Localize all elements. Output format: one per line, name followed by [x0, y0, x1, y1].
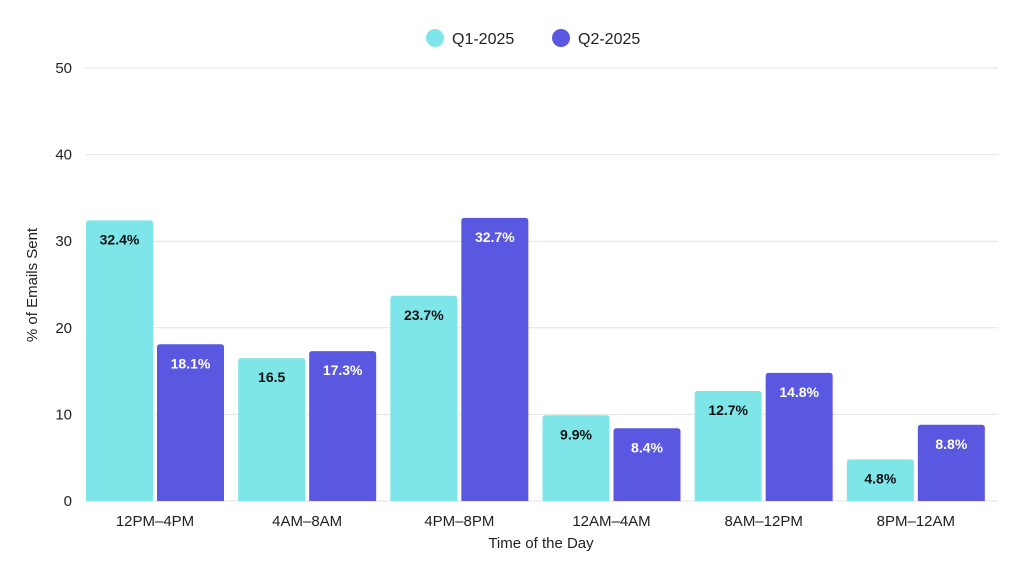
y-axis-title: % of Emails Sent [24, 227, 41, 342]
gridlines [85, 67, 998, 502]
legend-swatch [552, 29, 570, 47]
data-label: 32.7% [475, 229, 515, 245]
legend-swatch [426, 29, 444, 47]
x-tick-label: 8AM–12PM [724, 513, 802, 530]
bar-q2 [917, 424, 985, 501]
bar-q1 [238, 358, 306, 501]
bar-q1 [390, 295, 458, 501]
x-tick-label: 8PM–12AM [877, 513, 955, 530]
bar-q2 [157, 344, 224, 501]
data-label: 23.7% [404, 307, 444, 323]
bar-q2 [461, 217, 529, 501]
bars: 32.4% 18.1% 16.5 17.3% 23.7% 32.7% 9.9% 8.4% 12.… [86, 217, 985, 501]
x-tick-label: 12PM–4PM [116, 513, 194, 530]
x-tick-label: 4AM–8AM [272, 513, 342, 530]
legend-label: Q1-2025 [452, 31, 514, 48]
y-tick-label: 10 [55, 406, 72, 423]
data-label: 9.9% [560, 426, 592, 442]
data-label: 18.1% [171, 355, 211, 371]
legend-label: Q2-2025 [578, 31, 640, 48]
y-tick-label: 40 [55, 147, 72, 164]
bar-q2 [765, 372, 833, 501]
data-label: 4.8% [864, 470, 896, 486]
x-axis-ticks: 12PM–4PM 4AM–8AM 4PM–8PM 12AM–4AM 8AM–12PM 8P… [116, 513, 955, 530]
bar-q1 [86, 220, 153, 501]
bar-q1 [846, 459, 914, 501]
bar-q2 [309, 351, 377, 501]
data-label: 12.7% [708, 402, 748, 418]
data-label: 16.5 [258, 369, 285, 385]
y-axis-ticks: 0 10 20 30 40 50 [55, 60, 72, 510]
data-label: 8.4% [631, 439, 663, 455]
y-tick-label: 0 [64, 493, 72, 510]
data-label: 32.4% [100, 231, 140, 247]
x-tick-label: 12AM–4AM [572, 513, 650, 530]
bar-q1 [542, 415, 610, 501]
x-tick-label: 4PM–8PM [424, 513, 494, 530]
chart-legend: Q1-2025 Q2-2025 [426, 29, 640, 48]
y-tick-label: 30 [55, 233, 72, 250]
bar-q2 [613, 428, 681, 501]
y-tick-label: 20 [55, 320, 72, 337]
x-axis-title: Time of the Day [488, 535, 594, 552]
data-label: 8.8% [935, 436, 967, 452]
data-label: 17.3% [323, 362, 363, 378]
y-tick-label: 50 [55, 60, 72, 77]
bar-q1 [694, 391, 762, 501]
data-label: 14.8% [779, 384, 819, 400]
